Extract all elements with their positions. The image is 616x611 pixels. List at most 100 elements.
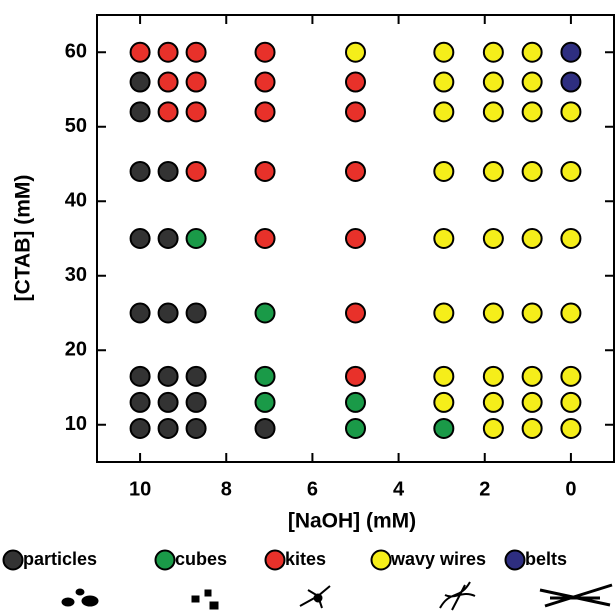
point	[523, 304, 542, 323]
point	[159, 229, 178, 248]
x-axis-label: [NaOH] (mM)	[288, 510, 416, 533]
point	[256, 419, 275, 438]
y-tick-label: 50	[65, 115, 87, 137]
point	[434, 393, 453, 412]
x-tick-label: 2	[479, 478, 490, 500]
legend-label: belts	[525, 549, 567, 569]
point	[484, 304, 503, 323]
point	[346, 102, 365, 121]
point	[523, 162, 542, 181]
y-tick-label: 20	[65, 339, 87, 361]
point	[187, 419, 206, 438]
chart: [NaOH] (mM) [CTAB] (mM) 1086420102030405…	[0, 0, 616, 611]
point	[523, 73, 542, 92]
point	[434, 419, 453, 438]
point	[561, 102, 580, 121]
point	[484, 393, 503, 412]
point	[256, 367, 275, 386]
point	[484, 102, 503, 121]
point	[346, 229, 365, 248]
point	[159, 367, 178, 386]
point	[523, 367, 542, 386]
point	[187, 393, 206, 412]
point	[434, 304, 453, 323]
x-tick-label: 6	[307, 478, 318, 500]
point	[159, 43, 178, 62]
point	[434, 43, 453, 62]
point	[561, 73, 580, 92]
point	[131, 102, 150, 121]
y-axis-label: [CTAB] (mM)	[12, 175, 35, 302]
point	[346, 393, 365, 412]
point	[131, 393, 150, 412]
point	[346, 419, 365, 438]
legend-marker	[372, 551, 391, 570]
point	[187, 229, 206, 248]
point	[159, 162, 178, 181]
legend-label: particles	[23, 549, 97, 569]
point	[131, 367, 150, 386]
point	[561, 304, 580, 323]
point	[256, 229, 275, 248]
point	[434, 162, 453, 181]
point	[561, 229, 580, 248]
legend-marker	[4, 551, 23, 570]
point	[187, 43, 206, 62]
point	[523, 419, 542, 438]
point	[434, 73, 453, 92]
point	[561, 393, 580, 412]
legend-marker	[156, 551, 175, 570]
x-tick-label: 0	[565, 478, 576, 500]
point	[346, 73, 365, 92]
point	[523, 102, 542, 121]
point	[523, 229, 542, 248]
point	[561, 43, 580, 62]
legend-label: wavy wires	[390, 549, 486, 569]
point	[256, 43, 275, 62]
legend-label: cubes	[175, 549, 227, 569]
point	[561, 162, 580, 181]
point	[131, 43, 150, 62]
point	[159, 73, 178, 92]
legend-label: kites	[285, 549, 326, 569]
point	[346, 367, 365, 386]
point	[131, 419, 150, 438]
point	[131, 229, 150, 248]
point	[484, 73, 503, 92]
y-tick-label: 60	[65, 41, 87, 63]
y-tick-label: 40	[65, 190, 87, 212]
point	[561, 419, 580, 438]
point	[131, 73, 150, 92]
point	[256, 162, 275, 181]
legend-marker	[266, 551, 285, 570]
point	[159, 419, 178, 438]
point	[187, 162, 206, 181]
point	[484, 43, 503, 62]
point	[346, 43, 365, 62]
point	[484, 367, 503, 386]
legend-marker	[506, 551, 525, 570]
point	[187, 367, 206, 386]
y-tick-label: 30	[65, 264, 87, 286]
x-tick-label: 8	[221, 478, 232, 500]
point	[434, 229, 453, 248]
point	[159, 102, 178, 121]
point	[159, 393, 178, 412]
x-tick-label: 10	[129, 478, 151, 500]
point	[523, 43, 542, 62]
point	[484, 229, 503, 248]
point	[484, 162, 503, 181]
point	[561, 367, 580, 386]
point	[434, 102, 453, 121]
point	[256, 73, 275, 92]
point	[256, 304, 275, 323]
point	[346, 162, 365, 181]
point	[523, 393, 542, 412]
point	[187, 102, 206, 121]
point	[434, 367, 453, 386]
legend-icons	[62, 582, 612, 610]
point	[346, 304, 365, 323]
point	[131, 304, 150, 323]
point	[187, 73, 206, 92]
x-tick-label: 4	[393, 478, 405, 500]
